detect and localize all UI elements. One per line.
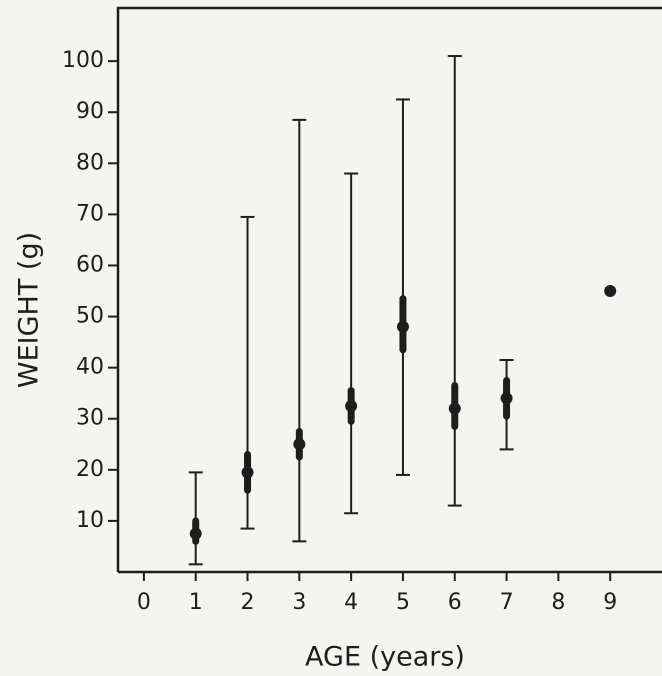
y-tick-label: 70 <box>76 201 104 226</box>
y-tick-label: 50 <box>76 304 104 329</box>
point <box>345 399 358 412</box>
x-tick-label: 9 <box>603 590 617 615</box>
y-tick-label: 100 <box>62 48 104 73</box>
axes-frame <box>116 6 662 574</box>
point <box>396 320 409 333</box>
point <box>189 527 202 540</box>
x-tick-label: 8 <box>551 590 565 615</box>
x-tick-label: 1 <box>189 590 203 615</box>
x-axis-label: AGE (years) <box>305 642 465 673</box>
point <box>500 392 513 405</box>
x-tick-label: 0 <box>137 590 151 615</box>
y-tick-label: 30 <box>76 406 104 431</box>
y-tick-label: 60 <box>76 252 104 277</box>
x-tick-label: 7 <box>500 590 514 615</box>
y-tick-label: 10 <box>76 508 104 533</box>
y-tick-label: 80 <box>76 150 104 175</box>
x-tick-label: 4 <box>344 590 358 615</box>
point <box>448 402 461 415</box>
point <box>604 285 617 298</box>
y-tick-label: 40 <box>76 355 104 380</box>
x-tick-label: 6 <box>448 590 462 615</box>
point <box>293 438 306 451</box>
y-tick-label: 20 <box>76 457 104 482</box>
y-axis-label: WEIGHT (g) <box>14 232 45 388</box>
y-tick-label: 90 <box>76 99 104 124</box>
point <box>241 466 254 479</box>
x-tick-label: 2 <box>241 590 255 615</box>
x-tick-label: 3 <box>292 590 306 615</box>
x-tick-label: 5 <box>396 590 410 615</box>
